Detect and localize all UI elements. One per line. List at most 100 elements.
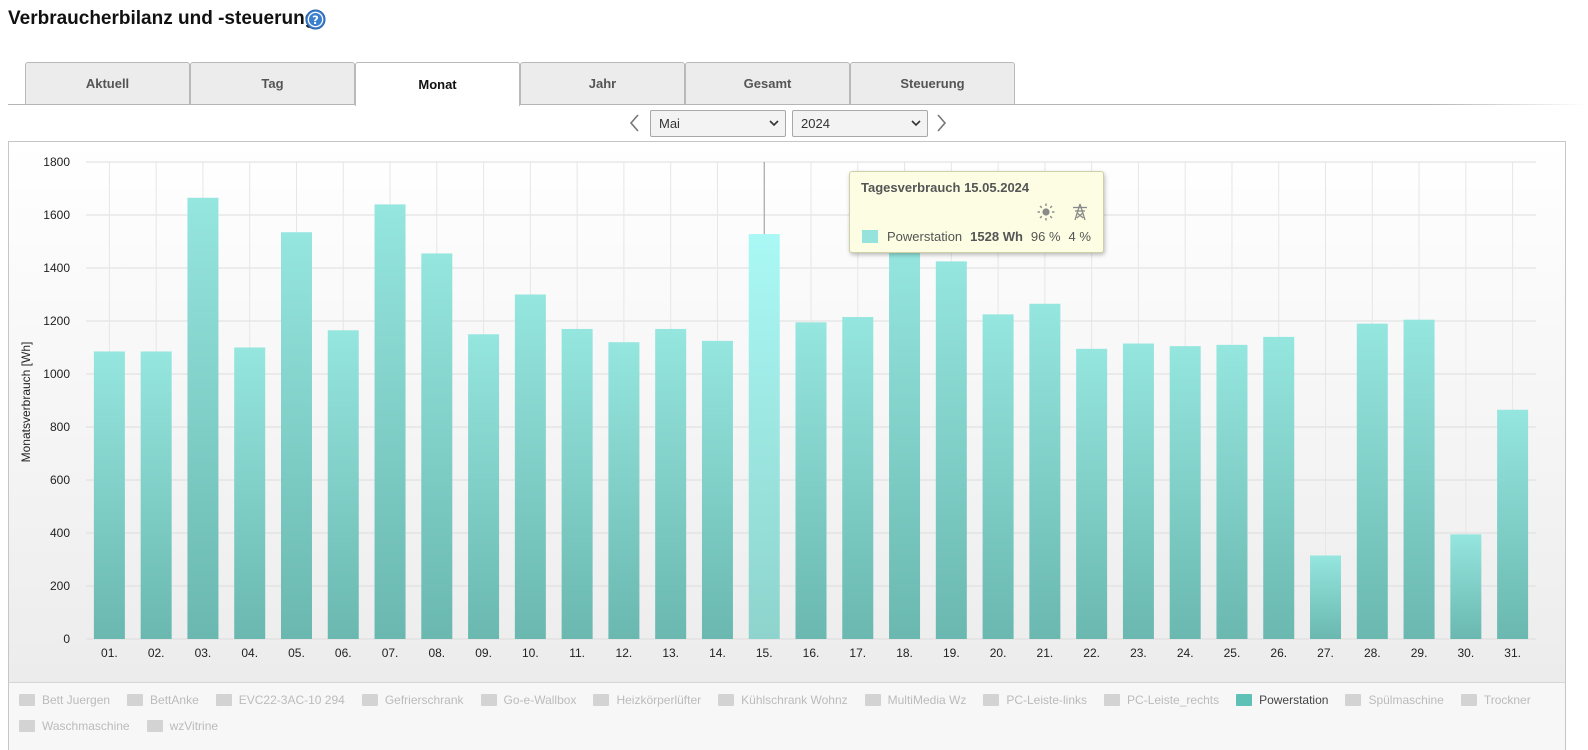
x-tick-label: 02. bbox=[148, 646, 165, 660]
tab-monat[interactable]: Monat bbox=[355, 62, 520, 106]
bar-day-19[interactable] bbox=[935, 261, 967, 639]
question-circle-icon[interactable]: ? bbox=[305, 9, 326, 30]
year-select[interactable]: 2024 bbox=[792, 109, 928, 137]
legend-item-multimedia-wz[interactable]: MultiMedia Wz bbox=[864, 691, 967, 709]
x-tick-label: 09. bbox=[475, 646, 492, 660]
bar-day-04[interactable] bbox=[234, 347, 266, 640]
bar-day-15[interactable] bbox=[748, 234, 780, 639]
year-select-value: 2024 bbox=[801, 115, 830, 131]
bar-day-07[interactable] bbox=[374, 204, 406, 639]
legend-item-bettanke[interactable]: BettAnke bbox=[127, 691, 199, 709]
legend-item-bett-juergen[interactable]: Bett Juergen bbox=[19, 691, 110, 709]
x-tick-label: 12. bbox=[616, 646, 633, 660]
tab-gesamt[interactable]: Gesamt bbox=[685, 62, 850, 104]
legend-label: Trockner bbox=[1483, 693, 1531, 707]
bar-day-23[interactable] bbox=[1122, 343, 1154, 639]
legend-label: PC-Leiste_rechts bbox=[1127, 693, 1220, 707]
bar-day-25[interactable] bbox=[1216, 344, 1248, 639]
legend-swatch bbox=[1345, 694, 1362, 706]
legend-item-powerstation[interactable]: Powerstation bbox=[1236, 691, 1328, 709]
legend-item-kühlschrank-wohnz[interactable]: Kühlschrank Wohnz bbox=[718, 691, 848, 709]
bar-day-21[interactable] bbox=[1029, 303, 1061, 639]
consumption-bar-chart: 0 200 400 600 800 1000 1200 1400 1600 1800 01. 02. 0… bbox=[9, 142, 1565, 683]
bar-day-16[interactable] bbox=[795, 322, 827, 639]
x-tick-label: 29. bbox=[1411, 646, 1428, 660]
bar-day-12[interactable] bbox=[608, 342, 640, 639]
legend-swatch bbox=[1104, 694, 1121, 706]
x-tick-label: 17. bbox=[849, 646, 866, 660]
bar-day-20[interactable] bbox=[982, 314, 1014, 639]
bar-day-11[interactable] bbox=[561, 328, 593, 639]
chevron-down-icon bbox=[769, 119, 779, 126]
tooltip-series-swatch bbox=[862, 230, 878, 243]
legend-label: PC-Leiste-links bbox=[1006, 693, 1088, 707]
legend-item-pc-leiste-rechts[interactable]: PC-Leiste_rechts bbox=[1104, 691, 1219, 709]
bar-day-06[interactable] bbox=[327, 330, 359, 639]
bar-day-22[interactable] bbox=[1076, 348, 1108, 639]
chevron-left-icon[interactable] bbox=[626, 109, 644, 137]
x-tick-label: 01. bbox=[101, 646, 118, 660]
bar-day-24[interactable] bbox=[1169, 346, 1201, 639]
bar-day-08[interactable] bbox=[421, 253, 453, 640]
legend-label: Gefrierschrank bbox=[384, 693, 464, 707]
legend-item-trockner[interactable]: Trockner bbox=[1460, 691, 1531, 709]
bar-day-26[interactable] bbox=[1263, 336, 1295, 639]
legend-item-waschmaschine[interactable]: Waschmaschine bbox=[19, 717, 130, 735]
page-title: Verbraucherbilanz und -steuerung bbox=[8, 8, 317, 29]
x-tick-label: 24. bbox=[1177, 646, 1194, 660]
legend-item-go-e-wallbox[interactable]: Go-e-Wallbox bbox=[480, 691, 577, 709]
y-tick-label: 400 bbox=[50, 526, 70, 540]
x-tick-label: 26. bbox=[1270, 646, 1287, 660]
tab-aktuell[interactable]: Aktuell bbox=[25, 62, 190, 104]
legend-label: Heizkörperlüfter bbox=[616, 693, 702, 707]
legend-item-evc22-3ac-10-294[interactable]: EVC22-3AC-10 294 bbox=[215, 691, 345, 709]
x-tick-label: 23. bbox=[1130, 646, 1147, 660]
x-tick-label: 03. bbox=[195, 646, 212, 660]
bar-day-17[interactable] bbox=[842, 317, 874, 639]
bar-day-13[interactable] bbox=[655, 328, 687, 639]
y-tick-label: 1200 bbox=[43, 314, 70, 328]
legend-swatch bbox=[1236, 694, 1253, 706]
bar-day-09[interactable] bbox=[468, 334, 500, 639]
bar-day-14[interactable] bbox=[701, 340, 733, 639]
bar-day-01[interactable] bbox=[93, 351, 125, 639]
x-tick-label: 25. bbox=[1224, 646, 1241, 660]
tab-tag[interactable]: Tag bbox=[190, 62, 355, 104]
legend-label: wzVitrine bbox=[169, 719, 219, 733]
bar-day-27[interactable] bbox=[1310, 555, 1342, 639]
legend-swatch bbox=[983, 694, 1000, 706]
legend-swatch bbox=[361, 694, 378, 706]
legend-item-heizkörperlüfter[interactable]: Heizkörperlüfter bbox=[593, 691, 701, 709]
legend-item-wzvitrine[interactable]: wzVitrine bbox=[146, 717, 219, 735]
legend-item-pc-leiste-links[interactable]: PC-Leiste-links bbox=[983, 691, 1087, 709]
legend-label: Kühlschrank Wohnz bbox=[741, 693, 848, 707]
chevron-right-icon[interactable] bbox=[932, 109, 950, 137]
x-tick-label: 08. bbox=[428, 646, 445, 660]
bar-day-10[interactable] bbox=[514, 294, 546, 640]
x-tick-label: 19. bbox=[943, 646, 960, 660]
legend-label: MultiMedia Wz bbox=[887, 693, 967, 707]
legend-label: Go-e-Wallbox bbox=[503, 693, 577, 707]
x-tick-label: 05. bbox=[288, 646, 305, 660]
bar-day-31[interactable] bbox=[1497, 409, 1529, 639]
legend-swatch bbox=[480, 694, 497, 706]
tooltip-series-name: Powerstation bbox=[887, 229, 963, 244]
x-tick-label: 04. bbox=[241, 646, 258, 660]
legend-item-gefrierschrank[interactable]: Gefrierschrank bbox=[361, 691, 464, 709]
tooltip-solar-share: 96 % bbox=[1030, 229, 1061, 244]
bar-day-28[interactable] bbox=[1356, 323, 1388, 639]
bar-day-05[interactable] bbox=[280, 232, 312, 639]
bar-day-29[interactable] bbox=[1403, 319, 1435, 639]
tab-jahr[interactable]: Jahr bbox=[520, 62, 685, 104]
legend-swatch bbox=[146, 720, 163, 732]
month-select[interactable]: Mai bbox=[650, 109, 786, 137]
bar-day-18[interactable] bbox=[889, 249, 921, 639]
legend-label: Bett Juergen bbox=[42, 693, 111, 707]
legend-item-spülmaschine[interactable]: Spülmaschine bbox=[1345, 691, 1444, 709]
bar-day-02[interactable] bbox=[140, 351, 172, 639]
legend-label: Powerstation bbox=[1259, 693, 1329, 707]
tab-steuerung[interactable]: Steuerung bbox=[850, 62, 1015, 104]
bar-day-30[interactable] bbox=[1450, 534, 1482, 639]
period-selector: Mai 2024 bbox=[626, 109, 950, 137]
bar-day-03[interactable] bbox=[187, 197, 219, 639]
